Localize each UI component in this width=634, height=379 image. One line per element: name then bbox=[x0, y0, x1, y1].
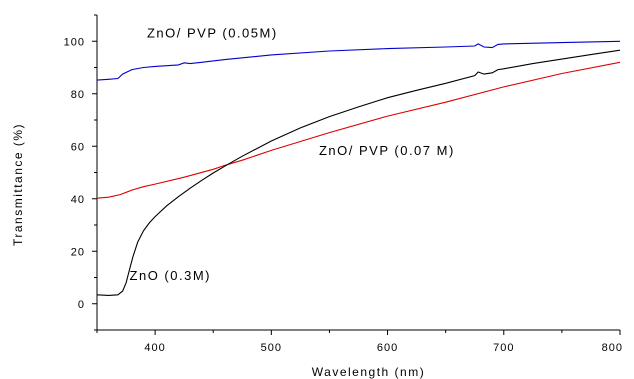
series-line-0 bbox=[96, 40, 621, 81]
y-tick-label: 100 bbox=[64, 36, 85, 48]
series-annotation-0: ZnO/ PVP (0.05M) bbox=[147, 25, 278, 40]
series-annotation-1: ZnO/ PVP (0.07 M) bbox=[319, 143, 455, 158]
x-tick-label: 600 bbox=[377, 342, 398, 354]
y-tick-label: 20 bbox=[71, 246, 85, 258]
x-tick-label: 700 bbox=[493, 342, 514, 354]
x-tick-label: 400 bbox=[144, 342, 165, 354]
x-tick-label: 500 bbox=[261, 342, 282, 354]
x-tick-label: 800 bbox=[602, 342, 623, 354]
series-layer bbox=[96, 40, 621, 296]
y-tick-label: 40 bbox=[71, 194, 85, 206]
series-line-2 bbox=[96, 49, 621, 296]
axes: 0 20 40 60 80 100 400 500 600 700 800 bbox=[64, 14, 623, 354]
y-tick-label: 0 bbox=[78, 299, 85, 311]
y-tick-label: 60 bbox=[71, 141, 85, 153]
series-line-1 bbox=[96, 61, 621, 199]
y-axis-title: Transmittance (%) bbox=[11, 123, 25, 246]
x-axis-title: Wavelength (nm) bbox=[312, 365, 425, 379]
y-tick-label: 80 bbox=[71, 89, 85, 101]
annotation-layer: ZnO/ PVP (0.05M) ZnO/ PVP (0.07 M) ZnO (0.… bbox=[130, 25, 455, 283]
series-annotation-2: ZnO (0.3M) bbox=[130, 268, 211, 283]
